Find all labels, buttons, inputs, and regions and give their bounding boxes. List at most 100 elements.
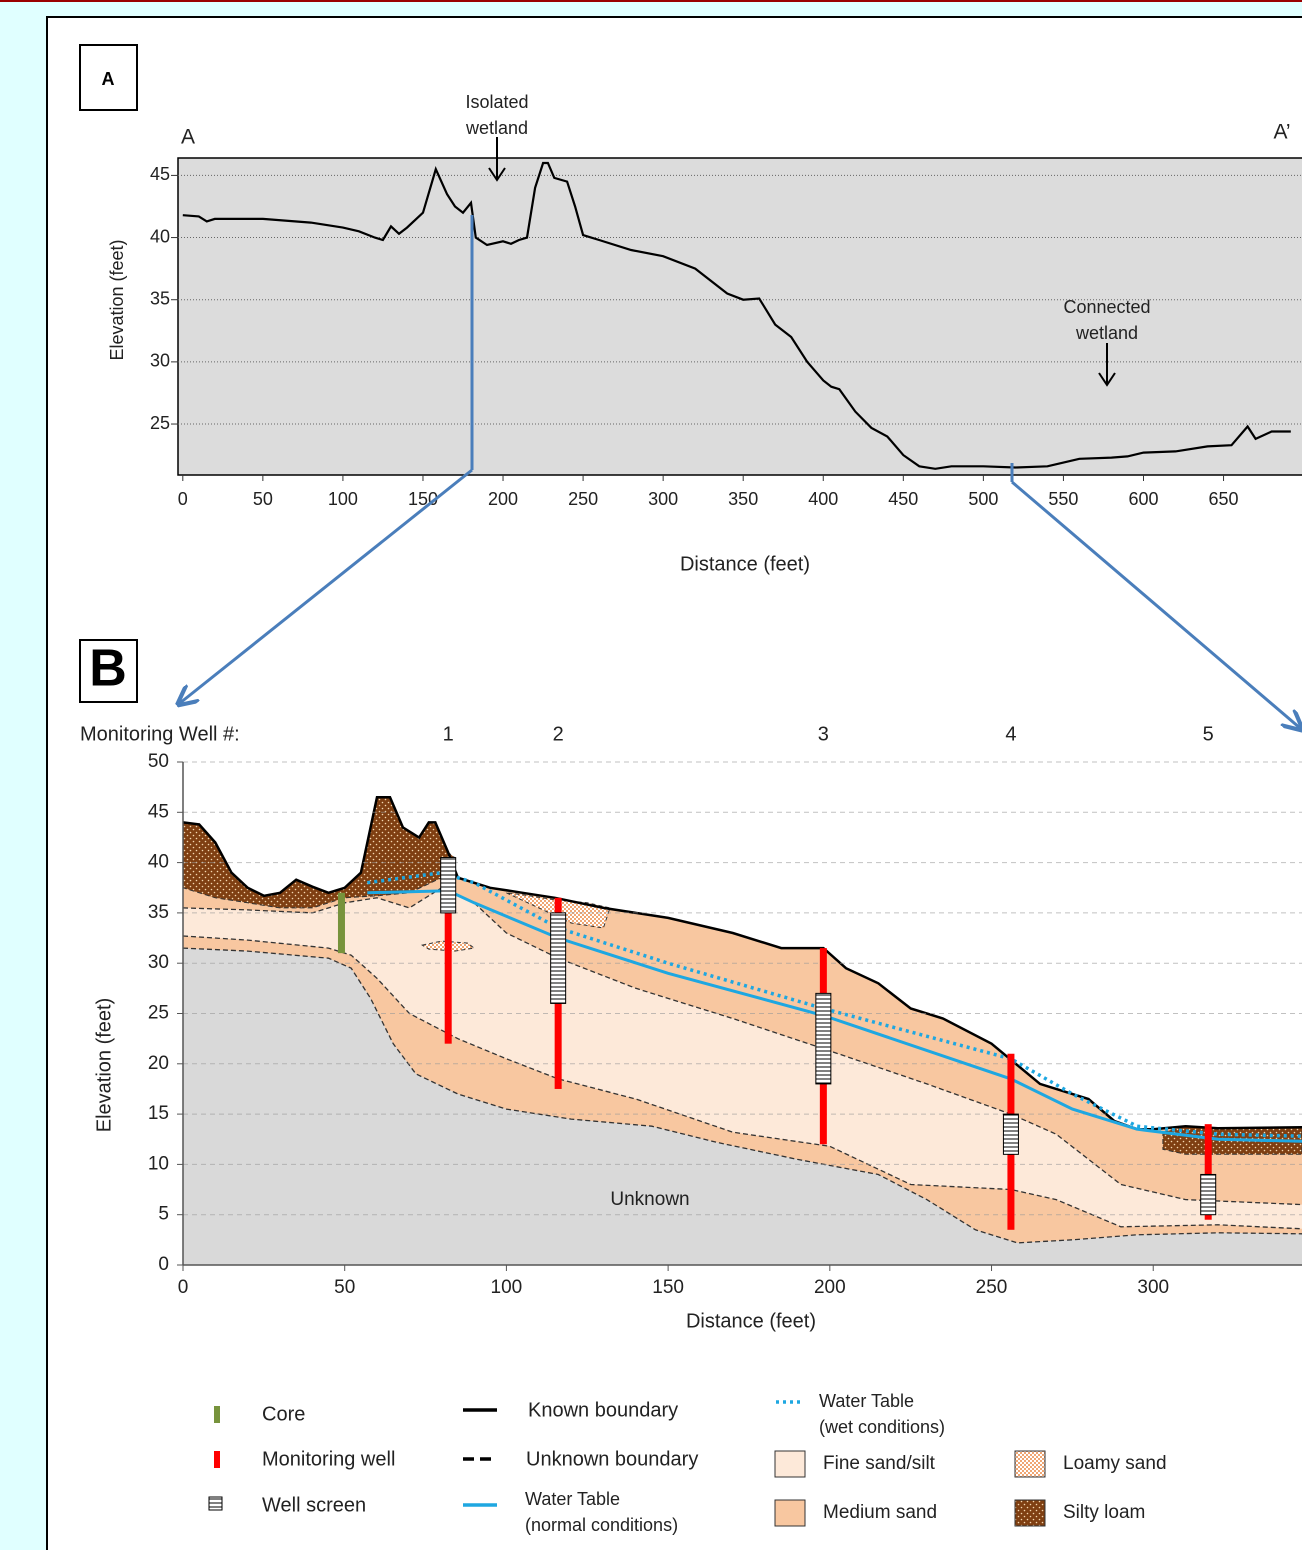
x-tick-label: 0: [178, 1277, 189, 1298]
legend-label: Water Table: [819, 1391, 914, 1411]
unknown-area: [183, 948, 1302, 1265]
x-tick-label: 300: [648, 489, 678, 509]
x-tick-label: 600: [1128, 489, 1158, 509]
x-tick-label: 50: [253, 489, 273, 509]
legend-swatch: [774, 1499, 806, 1527]
y-axis-label: Elevation (feet): [107, 239, 127, 360]
legend-swatch: [774, 1450, 806, 1478]
well-number: 1: [443, 723, 454, 745]
y-tick-label: 15: [148, 1103, 169, 1124]
y-tick-label: 10: [148, 1153, 169, 1174]
legend-label: Known boundary: [528, 1399, 678, 1421]
legend-well: [214, 1451, 220, 1468]
well-screen: [550, 912, 567, 1004]
well-number: 3: [818, 723, 829, 745]
elevation-line: [182, 161, 1291, 470]
y-tick-label: 30: [150, 351, 170, 371]
monitoring-well: [444, 862, 452, 1044]
x-tick-label: 550: [1048, 489, 1078, 509]
annotation: wetland: [465, 118, 528, 138]
legend-label: (wet conditions): [819, 1417, 945, 1437]
annotation: wetland: [1075, 323, 1138, 343]
core: [337, 892, 345, 954]
annotation-arrow: [488, 137, 506, 182]
x-tick-label: 650: [1209, 489, 1239, 509]
x-tick-label: 300: [1137, 1277, 1169, 1298]
y-tick-label: 35: [150, 288, 170, 308]
x-tick-label: 200: [488, 489, 518, 509]
section-start: A: [181, 126, 195, 149]
legend-label: Fine sand/silt: [823, 1453, 936, 1474]
x-tick-label: 400: [808, 489, 838, 509]
x-tick-label: 50: [334, 1277, 355, 1298]
y-tick-label: 40: [148, 852, 169, 873]
annotation-arrow: [1098, 343, 1116, 387]
legend-label: Core: [262, 1403, 305, 1425]
y-tick-label: 45: [150, 164, 170, 184]
x-axis-label: Distance (feet): [686, 1310, 816, 1332]
y-tick-label: 50: [148, 751, 169, 772]
x-tick-label: 350: [728, 489, 758, 509]
legend-label: Medium sand: [823, 1502, 937, 1523]
connectors: [180, 215, 1300, 728]
legend-label: Water Table: [525, 1489, 620, 1509]
y-tick-label: 40: [150, 226, 170, 246]
panel-label: B: [89, 640, 127, 698]
connector: [1011, 480, 1300, 728]
connector: [180, 468, 473, 703]
monitoring-well: [1204, 1124, 1212, 1220]
y-tick-label: 0: [158, 1254, 169, 1275]
plot-background: [177, 157, 1302, 476]
y-tick-label: 20: [148, 1053, 169, 1074]
y-tick-label: 25: [150, 413, 170, 433]
chart-a: A A A’ Elevation (feet) Distance (feet) …: [79, 44, 1302, 575]
x-axis-label: Distance (feet): [680, 553, 810, 575]
chart-b: B Monitoring Well #: Elevation (feet) Di…: [79, 639, 1302, 1535]
annotation: Connected: [1063, 297, 1150, 317]
y-tick-label: 35: [148, 902, 169, 923]
section-end: A’: [1273, 121, 1290, 144]
x-tick-label: 100: [328, 489, 358, 509]
annotation: Isolated: [465, 92, 528, 112]
legend-label: (normal conditions): [525, 1515, 678, 1535]
known-boundary: [182, 795, 1302, 1131]
fine-sand-area: [183, 887, 1302, 1229]
panel-label-box: [79, 44, 138, 111]
well-screen: [440, 857, 457, 914]
x-tick-label: 150: [652, 1277, 684, 1298]
x-tick-label: 250: [976, 1277, 1008, 1298]
legend-swatch: [1014, 1499, 1046, 1527]
y-axis-label: Elevation (feet): [93, 998, 115, 1133]
well-screen: [1200, 1173, 1217, 1216]
panel-label: A: [102, 69, 115, 89]
x-tick-label: 250: [568, 489, 598, 509]
y-tick-label: 25: [148, 1003, 169, 1024]
x-tick-label: 0: [178, 489, 188, 509]
legend-core: [214, 1406, 220, 1423]
unknown-label: Unknown: [610, 1189, 689, 1210]
legend-label: Silty loam: [1063, 1502, 1145, 1523]
legend-swatch: [1014, 1450, 1046, 1478]
x-tick-label: 150: [408, 489, 438, 509]
y-tick-label: 5: [158, 1204, 169, 1225]
well-number: 4: [1005, 723, 1016, 745]
legend-label: Monitoring well: [262, 1448, 395, 1470]
x-tick-label: 450: [888, 489, 918, 509]
well-screen: [815, 992, 832, 1085]
well-number: 2: [553, 723, 564, 745]
well-screen: [1002, 1113, 1019, 1155]
x-tick-label: 200: [814, 1277, 846, 1298]
panel-label-box: [79, 639, 138, 703]
legend-label: Unknown boundary: [526, 1448, 698, 1470]
x-tick-label: 100: [491, 1277, 523, 1298]
x-tick-label: 500: [968, 489, 998, 509]
y-tick-label: 45: [148, 801, 169, 822]
wells-title: Monitoring Well #:: [80, 723, 240, 745]
y-tick-label: 30: [148, 952, 169, 973]
legend-screen: [208, 1496, 223, 1511]
legend-label: Loamy sand: [1063, 1453, 1167, 1474]
top-rule: [0, 0, 1302, 2]
legend-label: Well screen: [262, 1494, 366, 1516]
